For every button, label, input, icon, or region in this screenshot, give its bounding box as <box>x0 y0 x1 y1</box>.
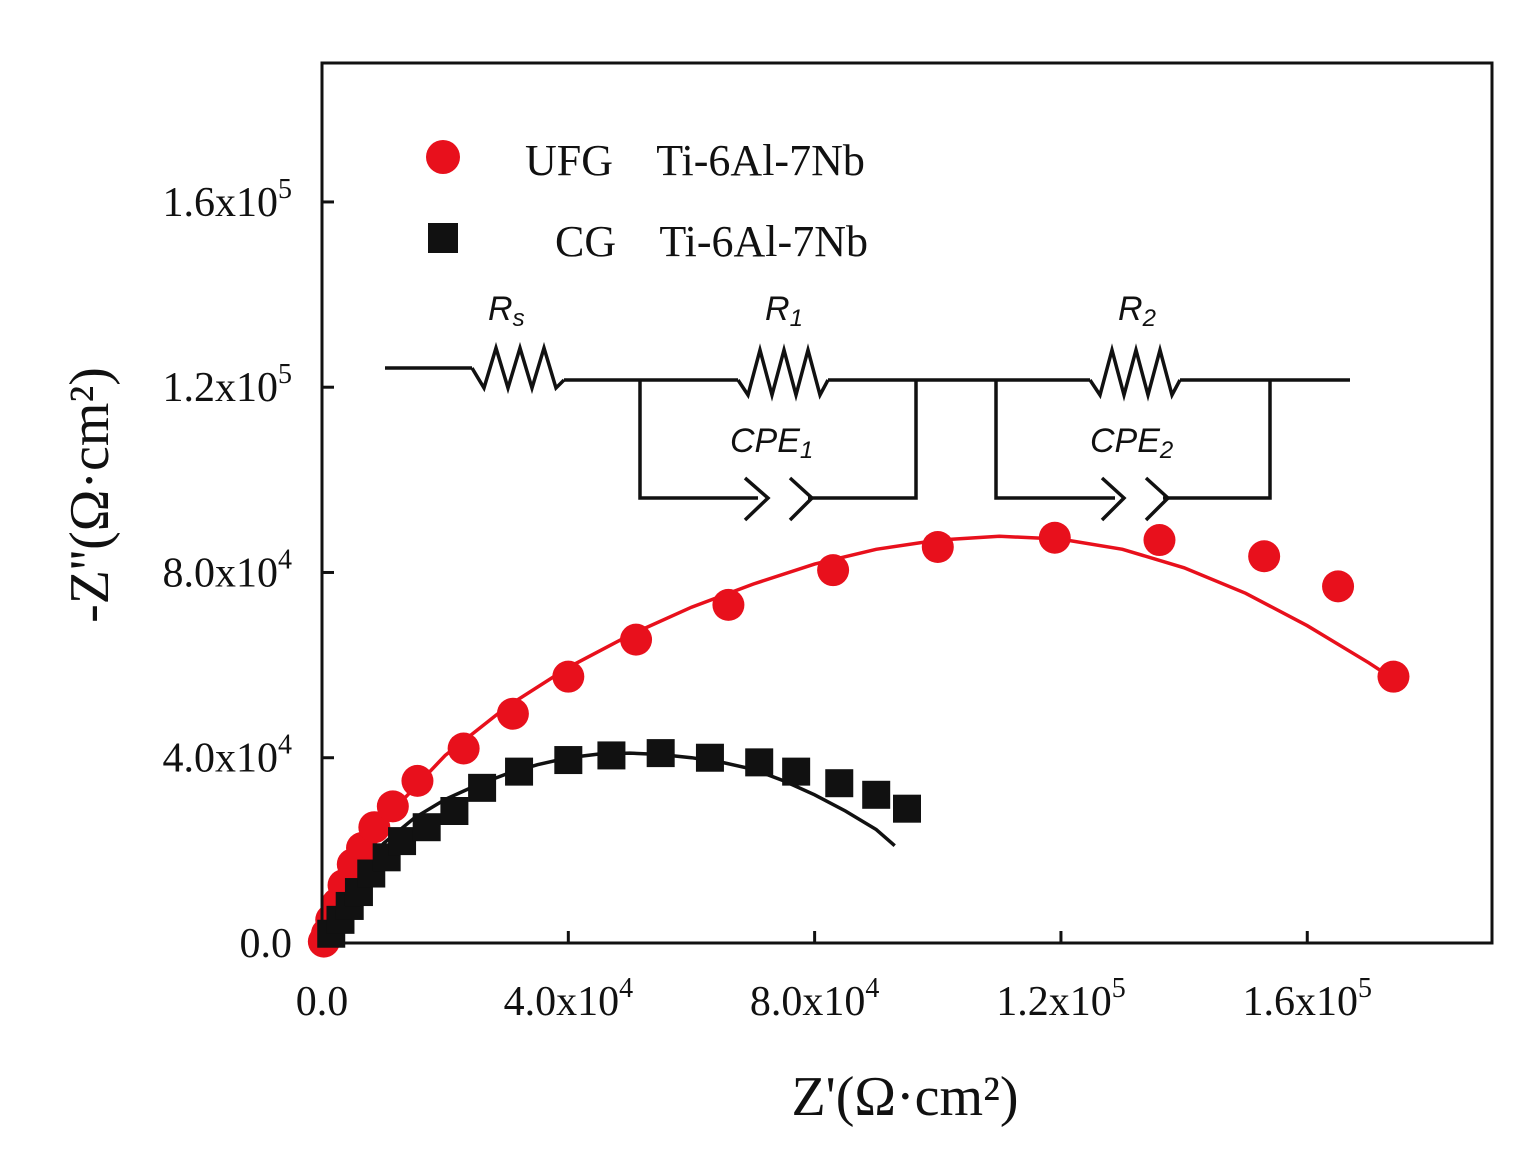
point-ufg <box>1248 540 1281 573</box>
point-cg <box>440 797 469 825</box>
y-tick-label: 4.0x104 <box>163 730 293 782</box>
resistor-rs-icon <box>470 341 566 395</box>
point-ufg <box>1038 521 1071 554</box>
point-cg <box>695 743 724 772</box>
x-axis-title: Z'(Ω·cm²) <box>791 1066 1018 1128</box>
point-ufg <box>817 554 850 587</box>
point-cg <box>862 780 891 809</box>
tick-layer <box>320 200 1309 945</box>
cpe1-icon <box>743 476 815 522</box>
x-tick-label: 1.6x105 <box>1243 973 1373 1025</box>
x-tick-label: 1.2x105 <box>996 973 1126 1025</box>
label-r1: R1 <box>765 290 803 332</box>
point-cg <box>893 794 921 823</box>
label-r2: R2 <box>1118 290 1156 332</box>
legend: UFG Ti-6Al-7Nb CG Ti-6Al-7Nb <box>426 136 868 266</box>
label-cpe2: CPE2 <box>1090 422 1173 464</box>
fit-curves <box>320 534 1395 944</box>
equivalent-circuit-inset: Rs R1 R2 CPE1 CPE2 <box>385 290 1350 522</box>
point-cg <box>825 769 854 798</box>
point-cg <box>745 748 774 777</box>
point-cg <box>554 746 583 775</box>
x-tick-label: 4.0x104 <box>504 973 634 1025</box>
label-cpe1: CPE1 <box>730 422 813 464</box>
y-tick-label: 8.0x104 <box>163 544 293 596</box>
point-ufg <box>401 764 434 797</box>
point-cg <box>412 813 441 842</box>
point-cg <box>782 757 811 786</box>
point-ufg <box>1322 570 1355 603</box>
point-cg <box>505 757 534 786</box>
legend-marker-cg <box>428 223 458 253</box>
y-tick-label: 1.2x105 <box>163 359 293 411</box>
point-cg <box>597 741 626 770</box>
point-ufg <box>552 660 585 693</box>
point-ufg <box>376 790 409 823</box>
cpe1-branch <box>638 380 918 500</box>
point-cg <box>468 773 497 802</box>
cpe2-icon <box>1100 476 1171 522</box>
point-cg <box>388 827 417 856</box>
legend-marker-ufg <box>426 140 460 174</box>
point-cg <box>646 739 675 768</box>
point-ufg <box>1143 524 1176 557</box>
x-tick-labels: 0.0 4.0x104 8.0x104 1.2x105 1.6x105 <box>296 973 1372 1025</box>
fit-line-ufg <box>320 534 1395 944</box>
point-ufg <box>358 811 391 844</box>
resistor-r2-icon <box>1088 343 1182 402</box>
point-ufg <box>921 531 954 563</box>
x-tick-label: 0.0 <box>296 979 349 1025</box>
label-rs: Rs <box>488 290 525 332</box>
y-tick-labels: 0.0 4.0x104 8.0x104 1.2x105 1.6x105 <box>163 174 293 967</box>
legend-label-cg: CG Ti-6Al-7Nb <box>555 217 868 266</box>
x-tick-label: 8.0x104 <box>750 973 880 1025</box>
y-tick-label: 0.0 <box>240 921 293 967</box>
point-ufg <box>620 623 653 656</box>
legend-label-ufg: UFG Ti-6Al-7Nb <box>525 136 865 185</box>
cpe2-branch <box>994 380 1272 500</box>
point-ufg <box>1377 660 1410 693</box>
plot-frame <box>320 61 1494 945</box>
data-markers <box>307 521 1410 958</box>
point-ufg <box>447 732 480 765</box>
y-tick-label: 1.6x105 <box>163 174 293 226</box>
point-ufg <box>496 697 529 730</box>
y-axis-title: -Z''(Ω·cm²) <box>59 367 121 623</box>
point-ufg <box>712 588 745 621</box>
resistor-r1-icon <box>736 343 830 402</box>
